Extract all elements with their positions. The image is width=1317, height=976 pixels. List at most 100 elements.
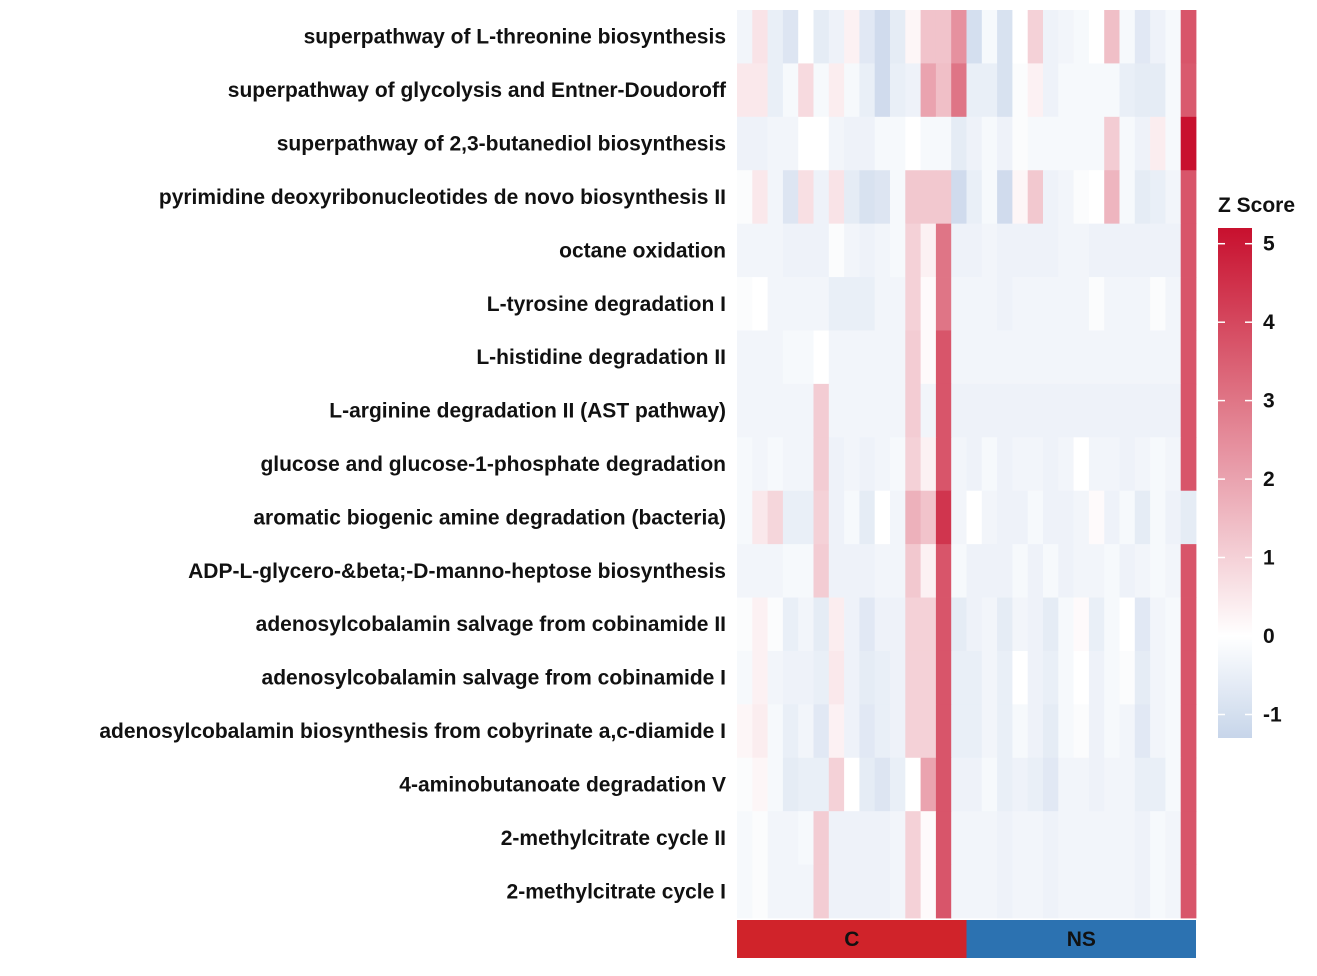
heatmap-cell: [813, 757, 830, 812]
group-bar-segment: [737, 920, 967, 958]
heatmap-cell: [1134, 437, 1151, 492]
heatmap-cell: [1012, 650, 1029, 705]
heatmap-cell: [935, 864, 952, 919]
heatmap-cell: [935, 330, 952, 385]
heatmap-cell: [1165, 811, 1182, 865]
heatmap-cell: [890, 170, 906, 225]
heatmap-cell: [844, 437, 860, 492]
heatmap-cell: [1073, 277, 1090, 331]
heatmap-cell: [859, 437, 876, 492]
heatmap-cell: [1104, 864, 1120, 919]
heatmap-cell: [1180, 704, 1197, 759]
heatmap-cell: [1165, 223, 1182, 278]
heatmap-cell: [844, 490, 860, 545]
legend-tick-label: 4: [1263, 311, 1275, 334]
heatmap-cell: [1012, 490, 1029, 545]
heatmap-cell: [951, 277, 967, 331]
heatmap-cell: [1058, 170, 1074, 225]
heatmap-cell: [951, 544, 967, 598]
heatmap-cell: [1027, 544, 1044, 598]
heatmap-cell: [859, 383, 876, 438]
heatmap-cell: [1088, 277, 1105, 331]
heatmap-cell: [767, 650, 784, 705]
heatmap-cell: [997, 383, 1013, 438]
heatmap-cell: [752, 223, 768, 278]
heatmap-cell: [981, 170, 998, 225]
heatmap-cell: [920, 490, 937, 545]
heatmap-cell: [737, 864, 753, 919]
row-label: superpathway of 2,3-butanediol biosynthe…: [277, 133, 726, 156]
heatmap-cell: [1134, 811, 1151, 865]
heatmap-cell: [997, 757, 1013, 812]
heatmap-cell: [1073, 757, 1090, 812]
heatmap-cell: [1134, 63, 1151, 118]
heatmap-cell: [752, 490, 768, 545]
heatmap-cell: [997, 864, 1013, 919]
heatmap-cell: [859, 757, 876, 812]
heatmap-cell: [1027, 277, 1044, 331]
heatmap-cell: [813, 704, 830, 759]
heatmap-cell: [951, 757, 967, 812]
heatmap-cell: [737, 170, 753, 225]
heatmap-cell: [737, 597, 753, 652]
heatmap-cell: [1043, 757, 1059, 812]
heatmap-cell: [1012, 330, 1029, 385]
heatmap-cell: [920, 277, 937, 331]
heatmap-cell: [874, 597, 891, 652]
heatmap-cell: [1088, 544, 1105, 598]
heatmap-cell: [920, 383, 937, 438]
heatmap-cell: [813, 490, 830, 545]
heatmap-cell: [844, 597, 860, 652]
heatmap-cell: [1150, 170, 1166, 225]
heatmap-cell: [966, 170, 983, 225]
heatmap-cell: [1180, 650, 1197, 705]
heatmap-cell: [1104, 116, 1120, 171]
heatmap-cell: [1027, 383, 1044, 438]
heatmap-cell: [752, 383, 768, 438]
heatmap-cell: [1027, 490, 1044, 545]
heatmap-cell: [1058, 704, 1074, 759]
heatmap-cell: [813, 597, 830, 652]
heatmap-cell: [1104, 650, 1120, 705]
heatmap-cell: [767, 704, 784, 759]
heatmap-cell: [905, 223, 921, 278]
heatmap-cell: [981, 223, 998, 278]
heatmap-cell: [874, 277, 891, 331]
heatmap-cell: [1088, 597, 1105, 652]
heatmap-cell: [935, 811, 952, 865]
heatmap-cell: [920, 437, 937, 492]
heatmap-cell: [1012, 63, 1029, 118]
heatmap-cell: [1058, 330, 1074, 385]
heatmap-cell: [997, 277, 1013, 331]
heatmap-cell: [1088, 704, 1105, 759]
heatmap-cell: [1043, 544, 1059, 598]
row-label: ADP-L-glycero-&beta;-D-manno-heptose bio…: [188, 560, 726, 583]
heatmap-cell: [1165, 490, 1182, 545]
heatmap-cell: [813, 650, 830, 705]
heatmap-cell: [1088, 864, 1105, 919]
heatmap-cell: [798, 437, 814, 492]
heatmap-cell: [1119, 170, 1136, 225]
heatmap-cell: [951, 383, 967, 438]
heatmap-cell: [859, 170, 876, 225]
heatmap-cell: [1119, 650, 1136, 705]
heatmap-cell: [782, 490, 799, 545]
heatmap-cell: [874, 437, 891, 492]
heatmap-cell: [1012, 223, 1029, 278]
heatmap-cell: [935, 650, 952, 705]
heatmap-cell: [997, 170, 1013, 225]
heatmap-cell: [997, 650, 1013, 705]
heatmap-cell: [951, 223, 967, 278]
heatmap-cell: [905, 170, 921, 225]
legend-ticks: -1 0 1 2 3 4 5: [1218, 233, 1282, 727]
heatmap-cell: [1058, 10, 1074, 64]
heatmap-cell: [1165, 650, 1182, 705]
heatmap-cell: [1027, 10, 1044, 64]
heatmap-cell: [966, 544, 983, 598]
heatmap-cell: [1058, 597, 1074, 652]
heatmap-cell: [1104, 490, 1120, 545]
heatmap-cell: [737, 277, 753, 331]
heatmap-cell: [844, 811, 860, 865]
heatmap-cell: [981, 811, 998, 865]
heatmap-cell: [920, 10, 937, 64]
